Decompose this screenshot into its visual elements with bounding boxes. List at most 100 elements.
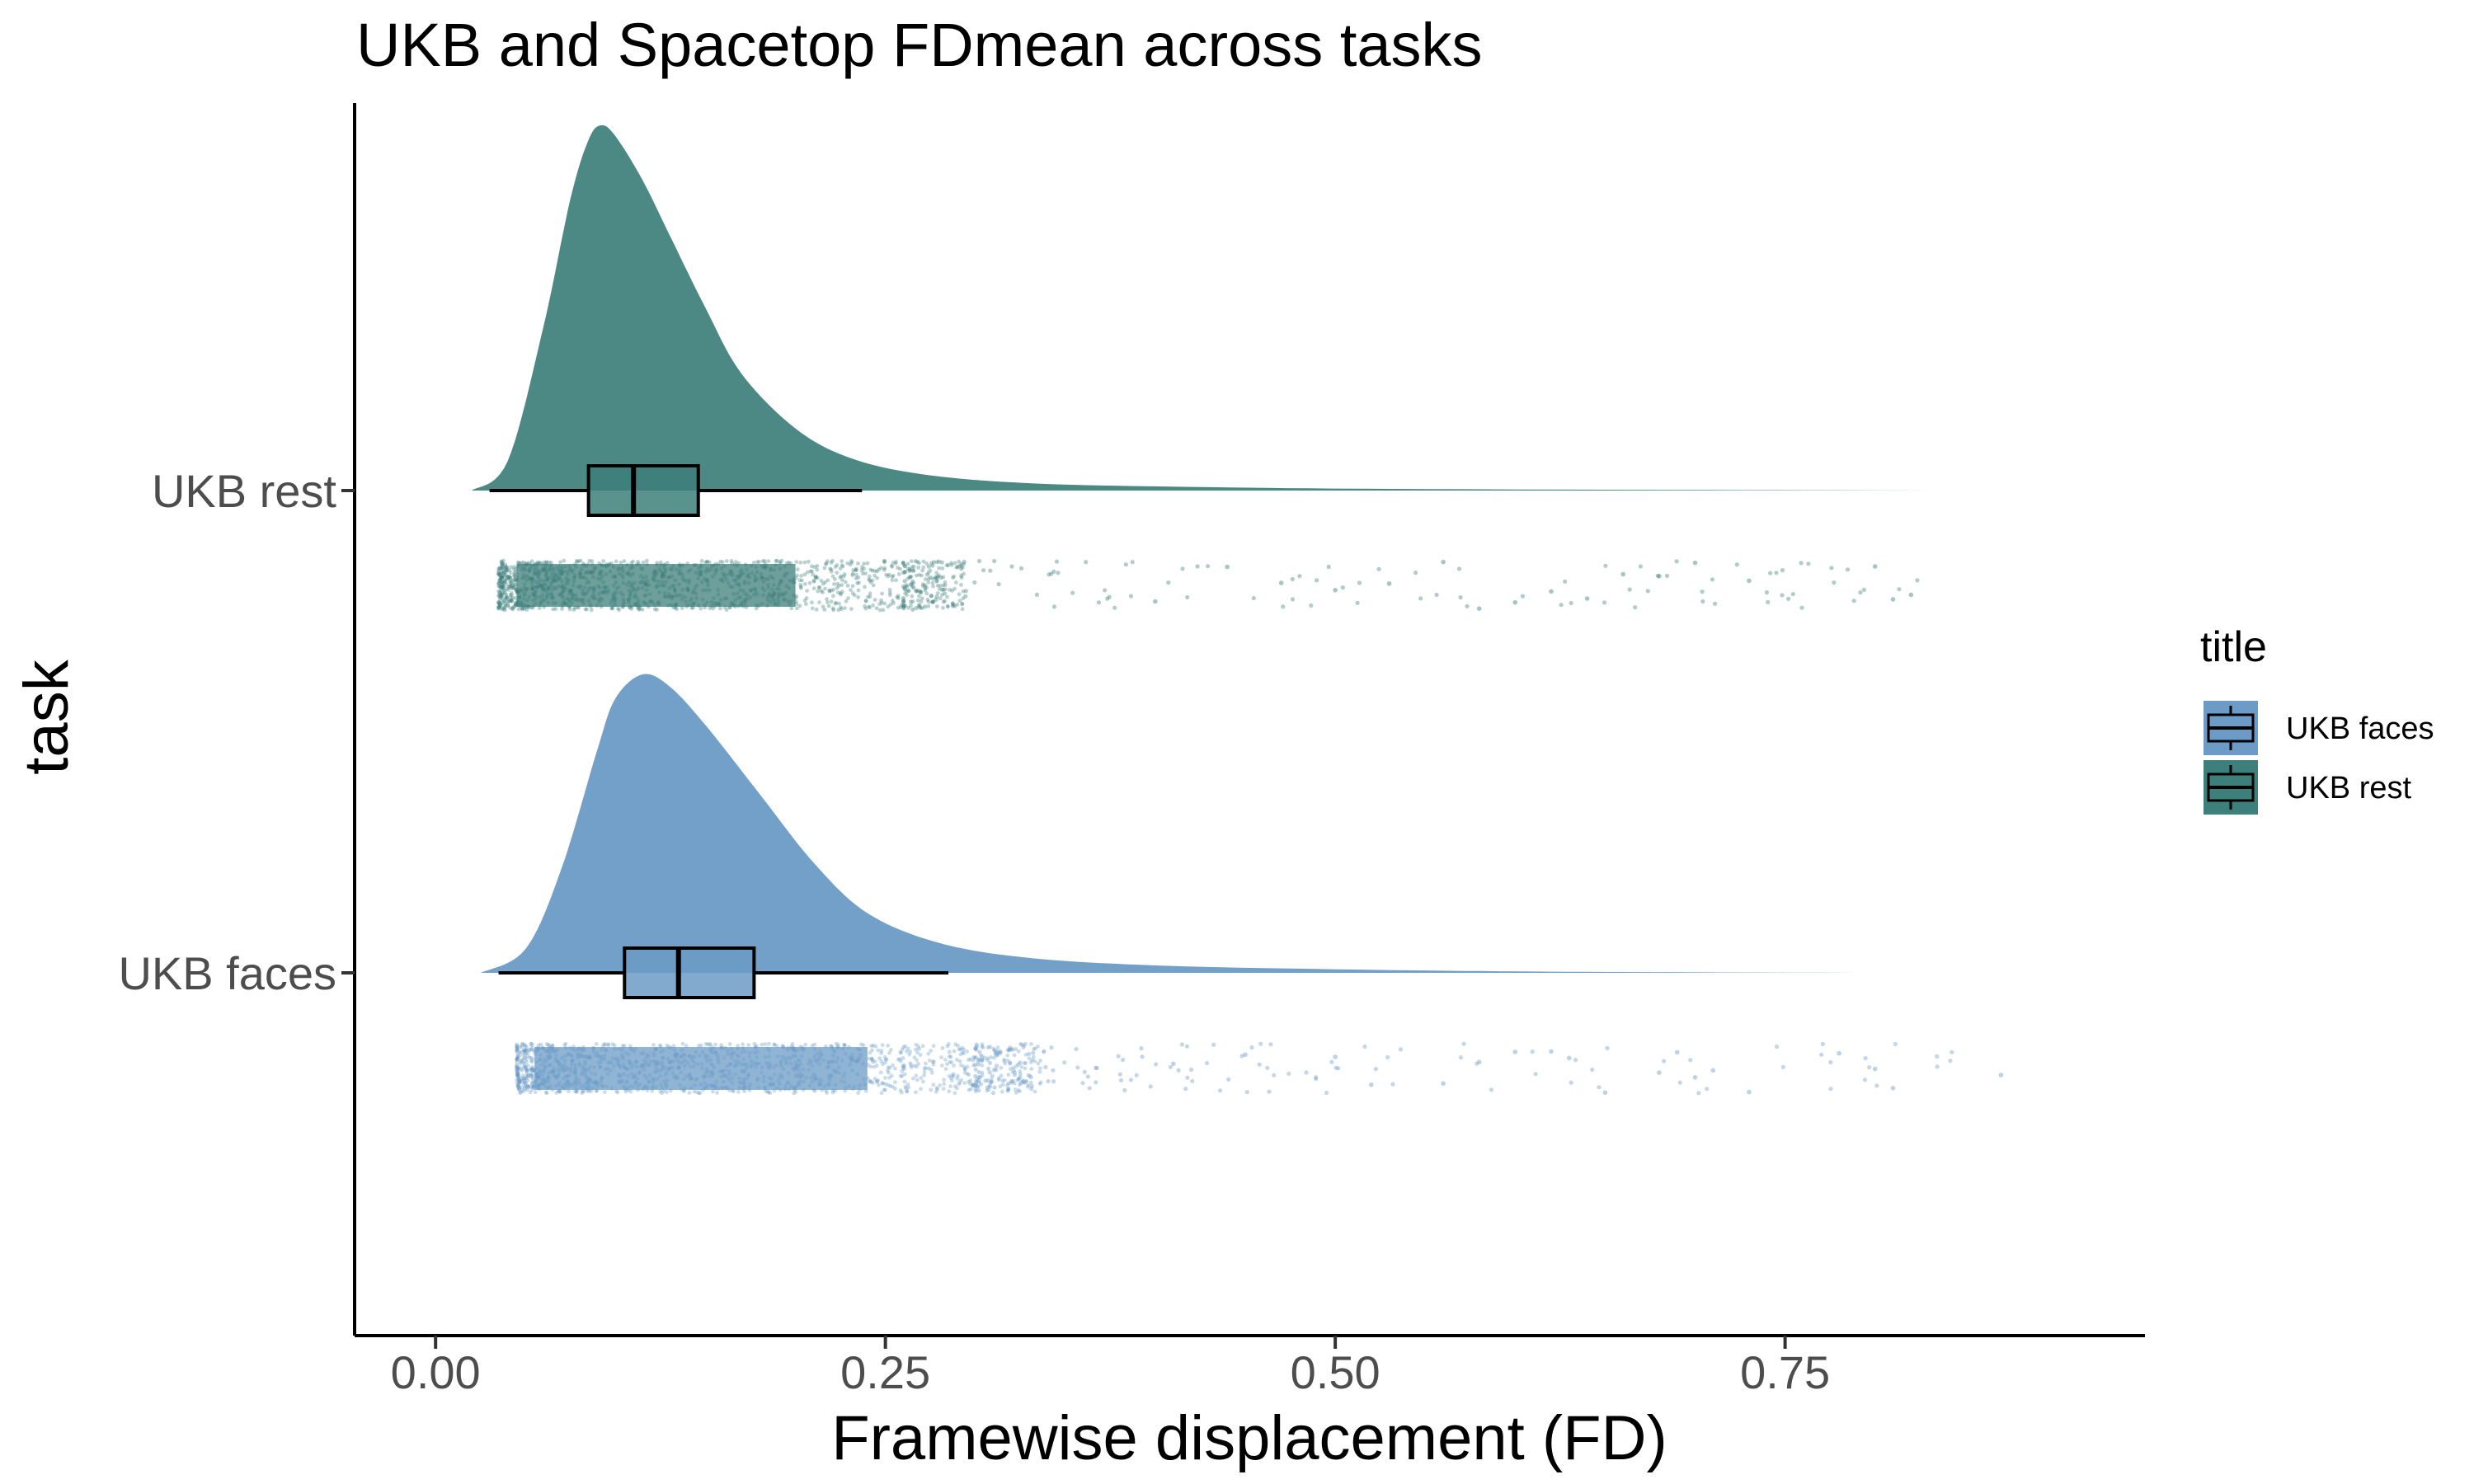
data-point	[728, 569, 733, 574]
data-point	[567, 589, 571, 593]
data-point	[713, 561, 718, 566]
data-point	[628, 1061, 633, 1066]
data-point	[694, 562, 698, 567]
data-point	[753, 579, 757, 584]
data-point	[795, 606, 799, 611]
data-point	[917, 589, 923, 594]
data-point	[861, 1043, 866, 1048]
data-point	[506, 565, 510, 570]
data-point	[798, 585, 803, 589]
data-point	[955, 1077, 960, 1081]
data-point	[716, 588, 721, 592]
data-point	[610, 606, 615, 611]
data-point	[830, 606, 835, 611]
data-point	[908, 1050, 913, 1054]
data-point	[831, 608, 836, 613]
data-point	[909, 1063, 914, 1068]
data-point	[498, 598, 503, 603]
data-point	[998, 1050, 1003, 1055]
data-point	[652, 1069, 657, 1074]
data-point	[901, 560, 905, 565]
data-point	[977, 1080, 981, 1085]
data-point	[869, 1057, 874, 1062]
data-point	[901, 1056, 905, 1060]
data-point	[496, 593, 501, 597]
data-point	[576, 605, 581, 610]
data-point	[694, 1077, 699, 1082]
data-point	[572, 1071, 577, 1076]
data-point	[566, 1081, 571, 1086]
data-point	[517, 1054, 521, 1059]
data-point	[686, 603, 691, 608]
data-point	[528, 1072, 533, 1077]
data-point	[743, 1050, 747, 1054]
data-point	[675, 567, 679, 572]
data-point	[736, 1059, 741, 1064]
data-point	[825, 1065, 830, 1069]
data-point	[742, 1089, 746, 1094]
data-point	[896, 596, 901, 600]
data-point	[664, 1084, 669, 1089]
data-point	[926, 1066, 931, 1071]
data-point	[644, 588, 649, 593]
data-point	[501, 596, 506, 601]
data-point	[650, 1089, 655, 1093]
data-point	[725, 1052, 730, 1057]
data-point	[555, 1048, 560, 1052]
data-point	[547, 1076, 551, 1080]
data-point	[502, 575, 506, 580]
data-point	[572, 575, 577, 580]
data-point	[942, 1078, 946, 1082]
data-point	[591, 593, 596, 597]
data-point	[868, 1078, 872, 1083]
data-point	[946, 604, 950, 609]
data-point	[871, 603, 875, 608]
data-point	[824, 1088, 828, 1093]
data-point	[1863, 1056, 1868, 1061]
data-point	[622, 1072, 626, 1077]
data-point	[558, 560, 562, 565]
data-point	[702, 576, 707, 581]
data-point	[1037, 1082, 1042, 1086]
data-point	[538, 1057, 543, 1062]
data-point	[512, 604, 517, 609]
data-point	[1458, 1055, 1464, 1060]
data-point	[955, 565, 960, 570]
data-point	[567, 592, 571, 596]
data-point	[537, 606, 542, 610]
data-point	[521, 605, 525, 610]
data-point	[965, 1072, 970, 1076]
data-point	[1014, 1064, 1018, 1068]
data-point	[1029, 1083, 1034, 1088]
data-point	[509, 585, 514, 590]
data-point	[1217, 1088, 1223, 1093]
data-point	[698, 562, 703, 567]
data-point	[960, 602, 965, 607]
data-point	[774, 563, 778, 567]
data-point	[529, 1067, 534, 1071]
data-point	[835, 1045, 840, 1050]
data-point	[805, 570, 810, 575]
data-point	[658, 1082, 663, 1087]
data-point	[910, 585, 915, 589]
data-point	[544, 1091, 549, 1096]
data-point	[739, 603, 744, 608]
data-point	[980, 1054, 985, 1059]
data-point	[961, 1050, 965, 1054]
data-point	[581, 561, 586, 566]
data-point	[768, 1063, 773, 1068]
data-point	[765, 598, 770, 603]
data-point	[883, 1057, 888, 1062]
data-point	[798, 1062, 803, 1067]
data-point	[608, 1059, 613, 1064]
data-point	[514, 578, 519, 583]
data-point	[574, 565, 578, 570]
data-point	[524, 1045, 529, 1050]
data-point	[665, 1043, 670, 1048]
data-point	[1029, 1067, 1034, 1071]
data-point	[902, 570, 907, 575]
data-point	[919, 599, 924, 603]
data-point	[516, 1068, 520, 1072]
data-point	[826, 603, 831, 608]
data-point	[544, 560, 548, 565]
